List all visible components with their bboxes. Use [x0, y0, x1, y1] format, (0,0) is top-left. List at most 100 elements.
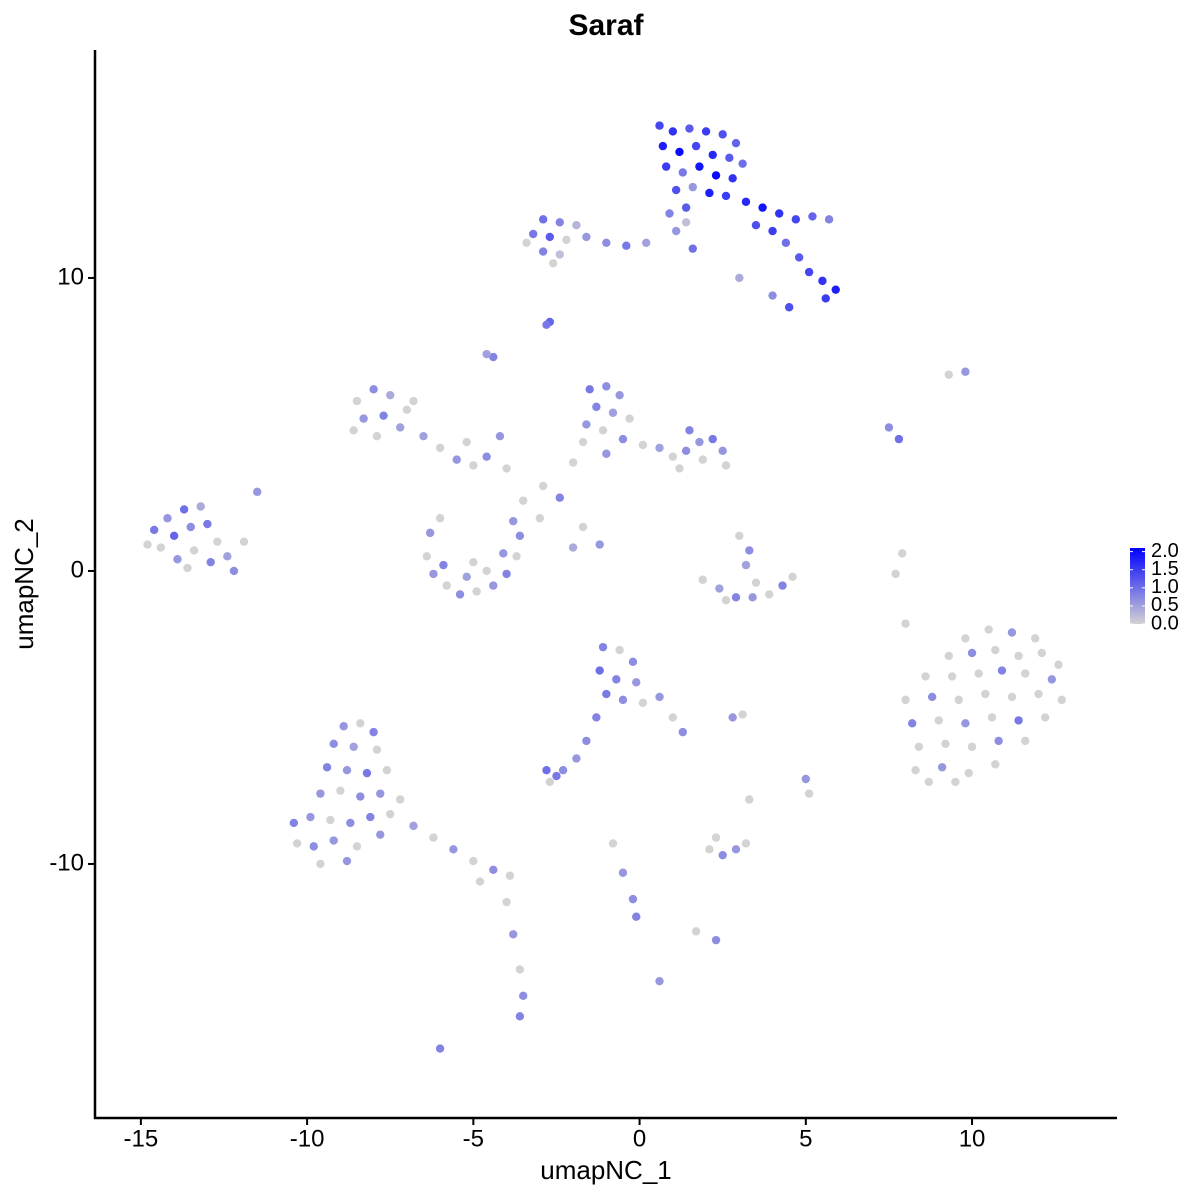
- point: [502, 897, 511, 907]
- point: [921, 672, 930, 681]
- point: [372, 745, 382, 754]
- point: [751, 578, 761, 587]
- point: [535, 514, 545, 523]
- point: [1021, 736, 1030, 746]
- point: [515, 531, 525, 541]
- point: [356, 719, 365, 728]
- point: [788, 572, 797, 582]
- point: [386, 809, 395, 819]
- point: [592, 402, 601, 412]
- point: [725, 153, 734, 163]
- point: [545, 232, 555, 242]
- point: [1037, 648, 1047, 658]
- point: [911, 766, 920, 775]
- point: [1054, 660, 1063, 669]
- point: [1021, 669, 1030, 678]
- colorbar-tick-label: 1.0: [1151, 576, 1179, 598]
- chart-title: Saraf: [568, 9, 644, 42]
- point: [735, 531, 744, 541]
- point: [455, 590, 465, 599]
- point: [186, 522, 195, 532]
- point: [562, 235, 571, 245]
- point: [784, 303, 794, 312]
- point: [944, 370, 953, 379]
- point: [183, 563, 192, 573]
- point: [555, 250, 564, 259]
- point: [402, 405, 412, 415]
- point: [967, 742, 977, 751]
- point: [678, 168, 687, 177]
- point: [578, 522, 588, 532]
- point: [336, 786, 345, 795]
- point: [435, 1044, 445, 1053]
- x-tick-label: 10: [959, 1125, 986, 1152]
- point: [342, 856, 352, 866]
- point: [346, 818, 355, 828]
- point: [515, 1012, 525, 1021]
- point: [675, 464, 684, 473]
- point: [625, 414, 634, 423]
- point: [538, 247, 548, 256]
- point: [156, 543, 166, 552]
- point: [794, 253, 804, 262]
- point: [369, 385, 378, 394]
- point: [947, 672, 957, 681]
- point: [538, 215, 548, 224]
- y-axis-label: umapNC_2: [9, 518, 39, 650]
- point: [681, 218, 691, 227]
- point: [489, 865, 498, 875]
- point: [901, 619, 910, 628]
- point: [582, 736, 591, 746]
- point: [379, 411, 388, 420]
- point: [452, 455, 461, 464]
- point: [775, 209, 784, 218]
- point: [612, 675, 621, 684]
- point: [698, 575, 707, 584]
- point: [449, 845, 458, 854]
- point: [608, 839, 618, 848]
- point: [698, 455, 707, 464]
- point: [967, 648, 977, 658]
- point: [671, 226, 681, 236]
- point: [376, 789, 385, 798]
- point: [1040, 713, 1050, 722]
- point: [974, 669, 983, 678]
- point: [824, 215, 834, 224]
- point: [891, 569, 900, 579]
- point: [768, 291, 777, 300]
- point: [1014, 651, 1023, 661]
- point: [528, 229, 538, 239]
- point: [675, 147, 684, 157]
- point: [665, 209, 674, 218]
- point: [751, 221, 761, 230]
- point: [515, 965, 525, 974]
- point: [1057, 695, 1067, 705]
- point: [894, 434, 904, 444]
- point: [435, 514, 445, 523]
- point: [711, 171, 721, 180]
- point: [914, 742, 924, 751]
- point: [927, 692, 937, 702]
- point: [748, 593, 757, 602]
- point: [695, 437, 704, 447]
- point: [292, 839, 302, 848]
- point: [173, 555, 182, 564]
- point: [961, 719, 970, 728]
- point: [429, 569, 438, 579]
- point: [721, 596, 731, 605]
- point: [708, 150, 717, 160]
- point: [482, 349, 491, 359]
- point: [981, 689, 990, 699]
- point: [615, 645, 624, 655]
- point: [548, 259, 558, 268]
- point: [951, 777, 960, 787]
- point: [804, 267, 814, 277]
- point: [661, 162, 671, 171]
- x-tick-label: 5: [799, 1125, 812, 1152]
- y-tick-label: 0: [71, 556, 84, 583]
- point: [352, 842, 362, 851]
- point: [632, 678, 641, 687]
- point: [745, 546, 754, 555]
- point: [499, 549, 508, 558]
- point: [658, 141, 668, 151]
